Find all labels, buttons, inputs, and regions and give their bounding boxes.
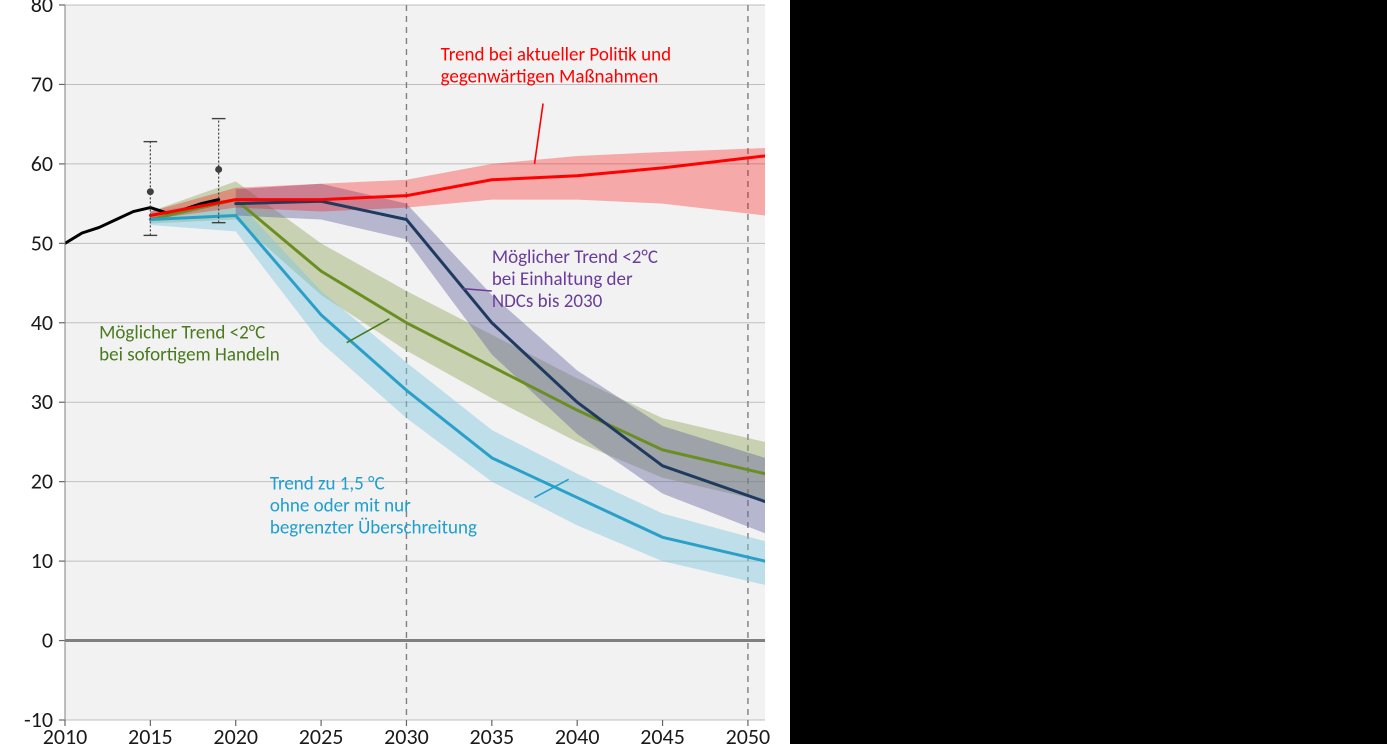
- y-tick-label: 60: [31, 150, 53, 177]
- x-tick-label: 2015: [128, 723, 173, 744]
- x-tick-label: 2030: [384, 723, 429, 744]
- y-tick-label: 20: [31, 468, 53, 495]
- annotation-label-current_policy: Trend bei aktueller Politik undgegenwärt…: [441, 44, 671, 89]
- chart-panel: -100102030405060708020102015202020252030…: [0, 0, 790, 744]
- y-tick-label: 70: [31, 70, 53, 97]
- y-tick-label: 80: [31, 0, 53, 18]
- x-tick-label: 2010: [43, 723, 88, 744]
- y-tick-label: 50: [31, 229, 53, 256]
- emissions-scenario-chart: -100102030405060708020102015202020252030…: [0, 0, 790, 744]
- y-tick-label: 0: [42, 627, 53, 654]
- annotation-label-immediate_2c: Möglicher Trend <2°Cbei sofortigem Hande…: [99, 322, 280, 367]
- error-bar-marker: [147, 188, 154, 195]
- x-tick-label: 2040: [555, 723, 600, 744]
- x-tick-label: 2025: [299, 723, 344, 744]
- x-tick-label: 2020: [213, 723, 258, 744]
- y-tick-label: 30: [31, 388, 53, 415]
- x-tick-label: 2050: [726, 723, 771, 744]
- error-bar-marker: [215, 166, 222, 173]
- x-tick-label: 2035: [470, 723, 515, 744]
- x-tick-label: 2045: [640, 723, 685, 744]
- y-tick-label: 40: [31, 309, 53, 336]
- y-tick-label: 10: [31, 547, 53, 574]
